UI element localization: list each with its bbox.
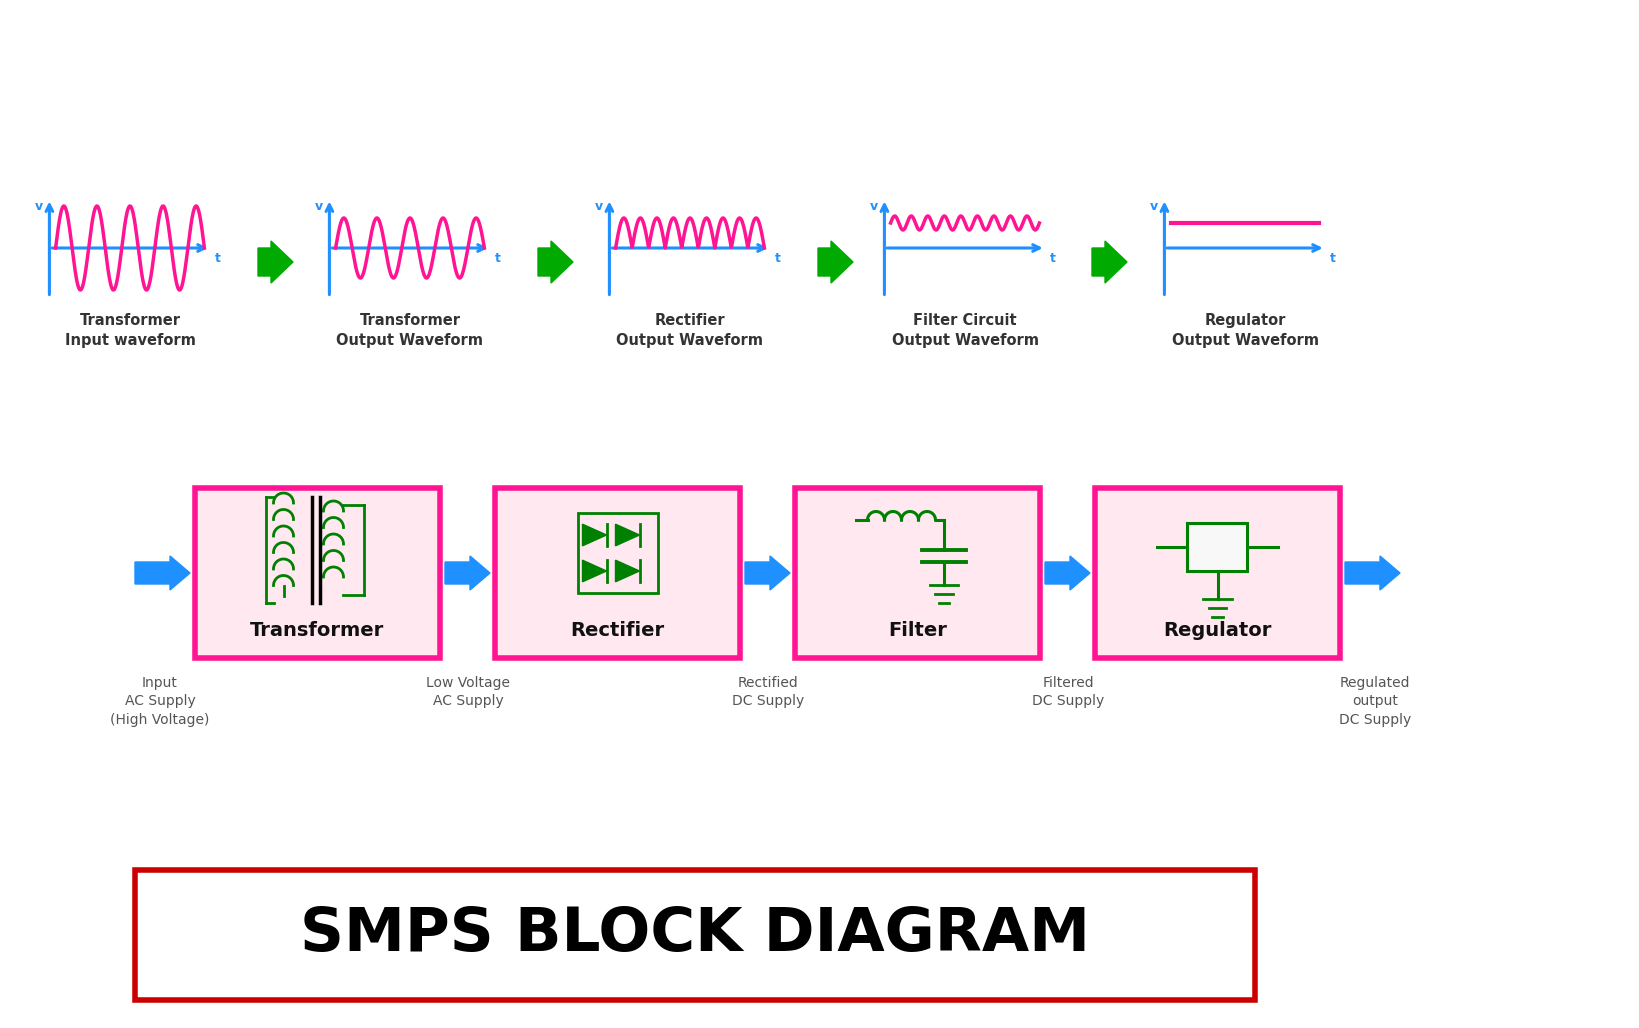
FancyBboxPatch shape — [795, 488, 1039, 658]
Text: Transformer
Input waveform: Transformer Input waveform — [64, 314, 195, 348]
Polygon shape — [615, 524, 639, 546]
Text: Regulated
output
DC Supply: Regulated output DC Supply — [1337, 676, 1410, 727]
Text: t: t — [1329, 252, 1336, 265]
FancyArrow shape — [818, 241, 852, 283]
Polygon shape — [582, 560, 606, 582]
FancyArrow shape — [444, 556, 490, 590]
Text: Filter: Filter — [888, 622, 946, 640]
Text: Transformer
Output Waveform: Transformer Output Waveform — [336, 314, 484, 348]
FancyBboxPatch shape — [1095, 488, 1339, 658]
FancyArrow shape — [257, 241, 293, 283]
Text: Regulator: Regulator — [1162, 622, 1270, 640]
Text: Input
AC Supply
(High Voltage): Input AC Supply (High Voltage) — [110, 676, 210, 727]
FancyArrow shape — [1044, 556, 1090, 590]
Text: v: v — [870, 200, 879, 214]
Text: Transformer: Transformer — [251, 622, 385, 640]
Text: t: t — [775, 252, 780, 265]
FancyArrow shape — [1092, 241, 1126, 283]
Bar — [577, 513, 657, 593]
Text: v: v — [315, 200, 323, 214]
Text: Filter Circuit
Output Waveform: Filter Circuit Output Waveform — [892, 314, 1037, 348]
Text: Rectifier
Output Waveform: Rectifier Output Waveform — [616, 314, 764, 348]
Text: Filtered
DC Supply: Filtered DC Supply — [1031, 676, 1103, 708]
Text: t: t — [215, 252, 221, 265]
Text: v: v — [1149, 200, 1157, 214]
Polygon shape — [582, 524, 606, 546]
Bar — [1187, 523, 1247, 571]
FancyBboxPatch shape — [134, 870, 1254, 1000]
FancyArrow shape — [134, 556, 190, 590]
Text: SMPS BLOCK DIAGRAM: SMPS BLOCK DIAGRAM — [300, 906, 1090, 964]
FancyArrow shape — [538, 241, 572, 283]
Text: t: t — [1049, 252, 1056, 265]
FancyArrow shape — [1344, 556, 1400, 590]
Text: v: v — [595, 200, 603, 214]
FancyBboxPatch shape — [195, 488, 439, 658]
Text: Low Voltage
AC Supply: Low Voltage AC Supply — [426, 676, 510, 708]
Text: v: v — [36, 200, 43, 214]
Polygon shape — [615, 560, 639, 582]
Text: t: t — [495, 252, 502, 265]
FancyBboxPatch shape — [495, 488, 739, 658]
Text: Rectified
DC Supply: Rectified DC Supply — [731, 676, 803, 708]
Text: Rectifier: Rectifier — [570, 622, 664, 640]
FancyArrow shape — [744, 556, 790, 590]
Text: Regulator
Output Waveform: Regulator Output Waveform — [1170, 314, 1318, 348]
